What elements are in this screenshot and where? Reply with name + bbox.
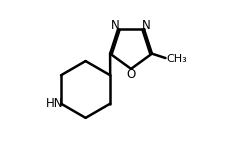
Text: CH₃: CH₃ (165, 54, 186, 64)
Text: N: N (142, 19, 150, 32)
Text: O: O (126, 68, 135, 81)
Text: HN: HN (46, 97, 63, 110)
Text: N: N (111, 19, 119, 32)
